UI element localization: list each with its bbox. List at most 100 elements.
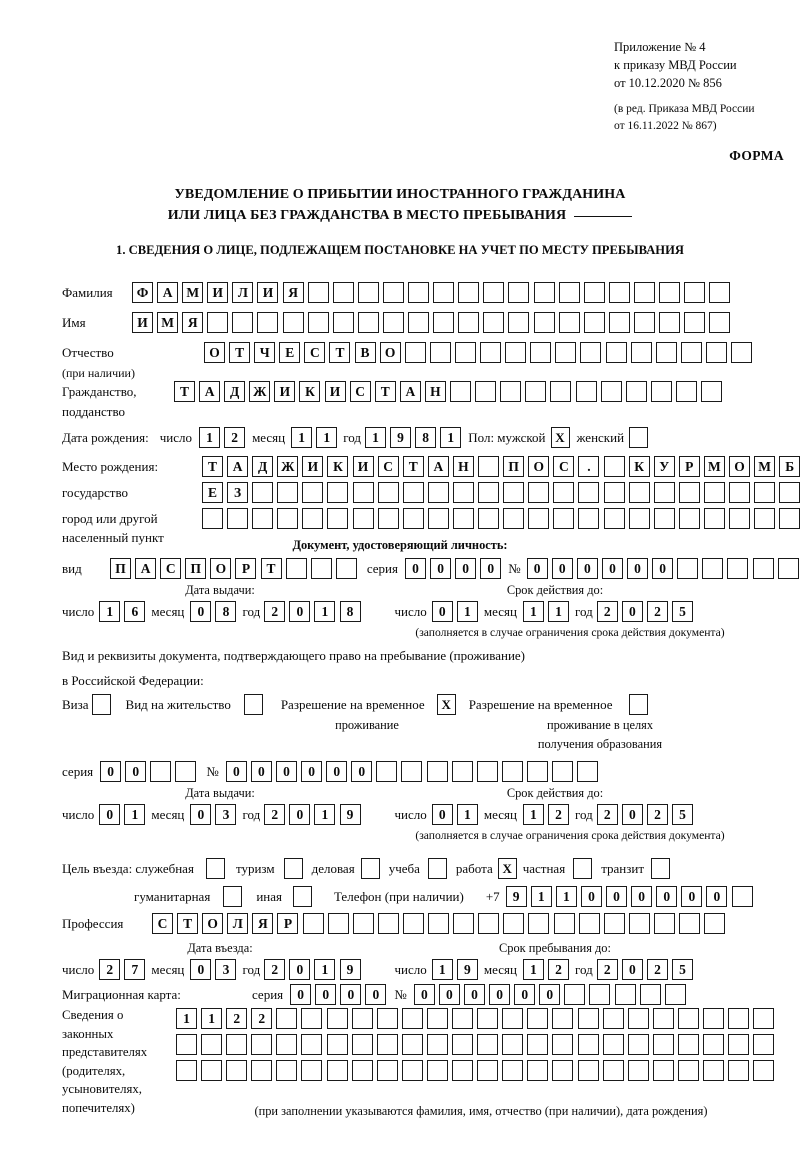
char-cell[interactable]: О [210,558,232,579]
char-cell[interactable] [426,1034,448,1055]
char-cell[interactable] [627,1008,649,1029]
char-cell[interactable]: Д [224,381,246,402]
char-cell[interactable]: И [207,282,229,303]
char-cell[interactable]: 0 [656,886,678,907]
char-cell[interactable]: 0 [431,601,453,622]
char-cell[interactable] [408,282,430,303]
char-cell[interactable] [577,1008,599,1029]
char-cell[interactable] [426,761,448,782]
char-cell[interactable]: 2 [646,959,668,980]
char-cell[interactable] [702,558,724,579]
char-cell[interactable] [505,342,527,363]
char-cell[interactable]: 1 [364,427,386,448]
char-cell[interactable] [252,482,274,503]
char-cell[interactable]: . [578,456,600,477]
char-cell[interactable] [552,1034,574,1055]
char-cell[interactable] [627,1060,649,1081]
checkbox-sex-female[interactable] [629,427,649,448]
char-cell[interactable] [226,1034,248,1055]
char-cell[interactable] [508,282,530,303]
char-cell[interactable] [175,761,197,782]
char-cell[interactable] [754,508,776,529]
char-cell[interactable] [709,312,731,333]
char-cell[interactable] [633,282,655,303]
char-cell[interactable]: Я [252,913,274,934]
char-cell[interactable] [779,508,800,529]
char-cell[interactable] [503,508,525,529]
char-cell[interactable] [352,913,374,934]
char-cell[interactable] [578,482,600,503]
char-cell[interactable]: Б [779,456,800,477]
char-cell[interactable] [558,282,580,303]
char-cell[interactable] [307,312,329,333]
char-cell[interactable]: 2 [264,959,286,980]
char-cell[interactable]: 2 [646,804,668,825]
char-cell[interactable] [525,381,547,402]
char-cell[interactable] [608,282,630,303]
char-cell[interactable] [251,1034,273,1055]
char-cell[interactable]: 2 [548,804,569,825]
char-cell[interactable]: Е [279,342,301,363]
char-cell[interactable]: 1 [456,804,478,825]
char-cell[interactable]: 1 [522,601,544,622]
char-cell[interactable] [458,282,480,303]
char-cell[interactable] [477,1060,499,1081]
char-cell[interactable] [614,984,636,1005]
char-cell[interactable] [401,761,423,782]
char-cell[interactable] [502,1060,524,1081]
char-cell[interactable]: 1 [198,427,220,448]
char-cell[interactable]: 0 [250,761,272,782]
char-cell[interactable]: С [160,558,182,579]
char-cell[interactable] [429,342,451,363]
char-cell[interactable]: 3 [215,959,237,980]
char-cell[interactable] [677,558,699,579]
char-cell[interactable] [603,508,625,529]
char-cell[interactable] [475,381,497,402]
char-cell[interactable] [558,312,580,333]
char-cell[interactable] [678,482,700,503]
legal-row2-cells[interactable] [176,1034,775,1055]
char-cell[interactable] [276,1034,298,1055]
checkbox-temp-residence-edu[interactable] [628,694,648,715]
char-cell[interactable] [227,508,249,529]
char-cell[interactable]: 0 [190,804,212,825]
char-cell[interactable]: 0 [438,984,460,1005]
char-cell[interactable]: 9 [456,959,478,980]
char-cell[interactable] [652,1034,674,1055]
char-cell[interactable]: 1 [291,427,313,448]
char-cell[interactable] [528,913,550,934]
char-cell[interactable] [351,1034,373,1055]
char-cell[interactable] [453,913,475,934]
char-cell[interactable]: И [132,312,153,333]
char-cell[interactable] [702,1060,724,1081]
char-cell[interactable]: 2 [251,1008,273,1029]
char-cell[interactable] [452,1034,474,1055]
char-cell[interactable] [528,508,550,529]
char-cell[interactable] [684,282,706,303]
char-cell[interactable]: 2 [264,601,286,622]
char-cell[interactable] [553,482,575,503]
char-cell[interactable]: А [199,381,221,402]
char-cell[interactable]: 5 [672,959,694,980]
char-cell[interactable]: Т [229,342,251,363]
char-cell[interactable]: 0 [365,984,387,1005]
char-cell[interactable]: 0 [290,984,312,1005]
char-cell[interactable] [653,508,675,529]
char-cell[interactable]: П [185,558,207,579]
char-cell[interactable] [332,282,354,303]
char-cell[interactable]: И [274,381,296,402]
char-cell[interactable]: 0 [606,886,628,907]
char-cell[interactable]: 1 [522,959,544,980]
char-cell[interactable]: 0 [301,761,323,782]
char-cell[interactable]: 9 [339,959,361,980]
char-cell[interactable] [526,761,548,782]
char-cell[interactable] [433,312,455,333]
